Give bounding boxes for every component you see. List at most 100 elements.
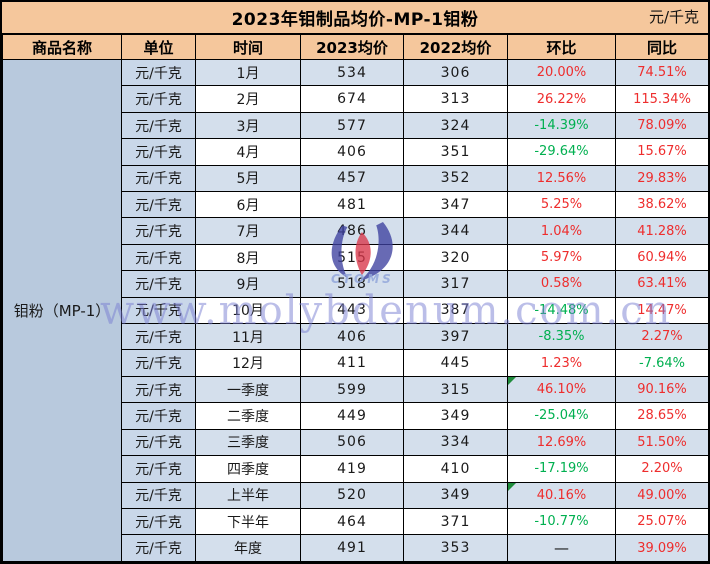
price-2023-cell: 515 <box>300 243 404 272</box>
time-cell: 年度 <box>195 534 301 562</box>
mom-cell: -14.39% <box>507 111 616 140</box>
price-2023-cell: 577 <box>300 111 404 140</box>
yoy-cell: 2.20% <box>615 455 708 483</box>
table-row: 元/千克 11月 406 397 -8.35% 2.27% <box>3 323 708 351</box>
table-row: 元/千克 4月 406 351 -29.64% 15.67% <box>3 138 708 166</box>
mom-cell: 12.56% <box>507 164 616 193</box>
unit-cell: 元/千克 <box>121 402 196 430</box>
table-row: 元/千克 3月 577 324 -14.39% 78.09% <box>3 111 708 140</box>
table-row: 元/千克 12月 411 445 1.23% -7.64% <box>3 349 708 377</box>
mom-cell: -25.04% <box>507 402 616 430</box>
price-2023-cell: 674 <box>300 85 404 113</box>
price-2023-cell: 534 <box>300 58 404 87</box>
table-row: 元/千克 二季度 449 349 -25.04% 28.65% <box>3 402 708 430</box>
price-2023-cell: 443 <box>300 296 404 325</box>
title-unit-note: 元/千克 <box>648 8 699 26</box>
table-row: 元/千克 四季度 419 410 -17.19% 2.20% <box>3 455 708 483</box>
price-2022-cell: 351 <box>403 138 508 166</box>
time-cell: 上半年 <box>195 481 301 509</box>
col-header-product-name: 商品名称 <box>2 34 122 60</box>
price-2023-cell: 464 <box>300 507 404 536</box>
mom-cell: 20.00% <box>507 58 616 87</box>
table-row: 元/千克 5月 457 352 12.56% 29.83% <box>3 164 708 193</box>
unit-cell: 元/千克 <box>121 534 196 562</box>
time-cell: 8月 <box>195 243 301 272</box>
mom-cell: 40.16% <box>507 481 616 509</box>
price-2022-cell: 349 <box>403 481 508 509</box>
yoy-cell: 41.28% <box>615 217 708 245</box>
table-row: 元/千克 上半年 520 349 40.16% 49.00% <box>3 481 708 509</box>
mom-cell: 5.97% <box>507 243 616 272</box>
mom-cell: -8.35% <box>507 323 616 351</box>
mom-cell: 1.23% <box>507 349 616 377</box>
unit-cell: 元/千克 <box>121 428 196 457</box>
col-header-yoy: 同比 <box>615 34 708 60</box>
price-2022-cell: 306 <box>403 58 508 87</box>
yoy-cell: 39.09% <box>615 534 708 562</box>
time-cell: 3月 <box>195 111 301 140</box>
unit-cell: 元/千克 <box>121 138 196 166</box>
yoy-cell: 29.83% <box>615 164 708 193</box>
time-cell: 12月 <box>195 349 301 377</box>
col-header-mom: 环比 <box>507 34 616 60</box>
unit-cell: 元/千克 <box>121 323 196 351</box>
time-cell: 1月 <box>195 58 301 87</box>
unit-cell: 元/千克 <box>121 349 196 377</box>
unit-cell: 元/千克 <box>121 111 196 140</box>
price-2022-cell: 313 <box>403 85 508 113</box>
table-row: 元/千克 10月 443 387 -14.48% 14.47% <box>3 296 708 325</box>
col-header-2023-avg: 2023均价 <box>300 34 404 60</box>
table-row: 元/千克 7月 486 344 1.04% 41.28% <box>3 217 708 245</box>
mom-cell: 0.58% <box>507 270 616 298</box>
mom-cell: 5.25% <box>507 191 616 219</box>
price-2022-cell: 334 <box>403 428 508 457</box>
price-2023-cell: 518 <box>300 270 404 298</box>
unit-cell: 元/千克 <box>121 243 196 272</box>
price-2022-cell: 320 <box>403 243 508 272</box>
yoy-cell: 28.65% <box>615 402 708 430</box>
price-2022-cell: 315 <box>403 375 508 404</box>
table-body: 钼粉（MP-1） 元/千克 1月 534 306 20.00% 74.51% 元/千克 2月 67… <box>2 58 708 562</box>
price-2023-cell: 411 <box>300 349 404 377</box>
time-cell: 10月 <box>195 296 301 325</box>
price-2023-cell: 486 <box>300 217 404 245</box>
time-cell: 9月 <box>195 270 301 298</box>
time-cell: 7月 <box>195 217 301 245</box>
mom-cell: 46.10% <box>507 375 616 404</box>
yoy-cell: 74.51% <box>615 58 708 87</box>
unit-cell: 元/千克 <box>121 217 196 245</box>
unit-cell: 元/千克 <box>121 191 196 219</box>
unit-cell: 元/千克 <box>121 481 196 509</box>
yoy-cell: 60.94% <box>615 243 708 272</box>
time-cell: 二季度 <box>195 402 301 430</box>
mom-cell: 12.69% <box>507 428 616 457</box>
yoy-cell: 51.50% <box>615 428 708 457</box>
table-title: 2023年钼制品均价-MP-1钼粉 <box>231 10 479 30</box>
unit-cell: 元/千克 <box>121 85 196 113</box>
price-2023-cell: 406 <box>300 323 404 351</box>
time-cell: 一季度 <box>195 375 301 404</box>
yoy-cell: 90.16% <box>615 375 708 404</box>
table-row: 元/千克 一季度 599 315 46.10% 90.16% <box>3 375 708 404</box>
header-row: 商品名称 单位 时间 2023均价 2022均价 环比 同比 <box>2 34 708 60</box>
price-2023-cell: 449 <box>300 402 404 430</box>
yoy-cell: 14.47% <box>615 296 708 325</box>
table-row: 元/千克 2月 674 313 26.22% 115.34% <box>3 85 708 113</box>
unit-cell: 元/千克 <box>121 270 196 298</box>
yoy-cell: 63.41% <box>615 270 708 298</box>
yoy-cell: -7.64% <box>615 349 708 377</box>
price-2022-cell: 352 <box>403 164 508 193</box>
table-row: 钼粉（MP-1） 元/千克 1月 534 306 20.00% 74.51% <box>2 58 708 562</box>
price-2023-cell: 520 <box>300 481 404 509</box>
price-2022-cell: 397 <box>403 323 508 351</box>
unit-cell: 元/千克 <box>121 58 196 87</box>
unit-cell: 元/千克 <box>121 375 196 404</box>
price-2022-cell: 324 <box>403 111 508 140</box>
mom-cell: — <box>507 534 616 562</box>
product-name-cell: 钼粉（MP-1） <box>2 59 122 562</box>
price-2023-cell: 491 <box>300 534 404 562</box>
price-2023-cell: 599 <box>300 375 404 404</box>
unit-cell: 元/千克 <box>121 455 196 483</box>
mom-cell: 1.04% <box>507 217 616 245</box>
unit-cell: 元/千克 <box>121 507 196 536</box>
